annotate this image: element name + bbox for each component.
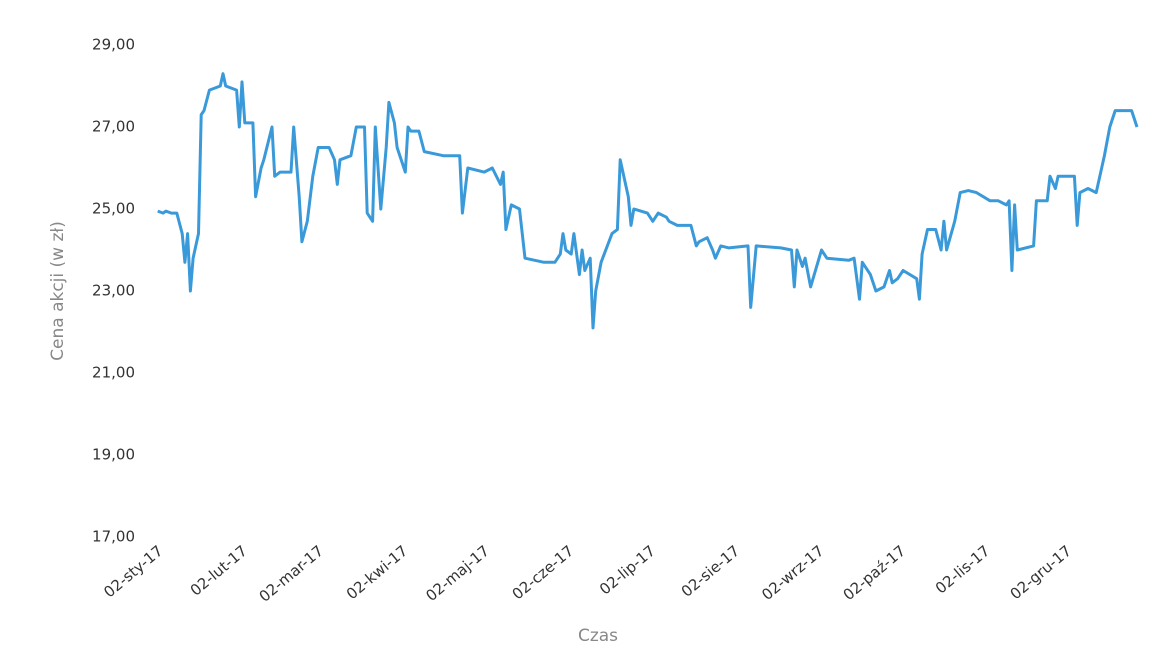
x-tick-label: 02-sie-17	[678, 542, 743, 601]
x-tick-label: 02-maj-17	[422, 542, 493, 605]
price-line	[157, 72, 1139, 330]
x-tick-label: 02-paź-17	[840, 542, 909, 604]
x-tick-label: 02-lis-17	[932, 542, 993, 598]
x-tick-label: 02-lut-17	[187, 542, 251, 600]
x-tick-label: 02-sty-17	[100, 542, 166, 602]
y-tick-label: 27,00	[92, 118, 135, 136]
y-tick-label: 21,00	[92, 364, 135, 382]
y-tick-label: 29,00	[92, 36, 135, 54]
x-tick-label: 02-mar-17	[256, 542, 327, 606]
x-axis-title: Czas	[578, 626, 618, 646]
y-tick-label: 25,00	[92, 200, 135, 218]
y-axis-title: Cena akcji (w zł)	[48, 221, 68, 361]
y-tick-label: 17,00	[92, 528, 135, 546]
y-tick-label: 23,00	[92, 282, 135, 300]
x-tick-label: 02-kwi-17	[343, 542, 411, 603]
x-tick-label: 02-wrz-17	[758, 542, 827, 604]
y-tick-label: 19,00	[92, 446, 135, 464]
x-tick-label: 02-gru-17	[1007, 542, 1075, 603]
x-tick-label: 02-lip-17	[596, 542, 659, 599]
x-tick-label: 02-cze-17	[509, 542, 578, 604]
